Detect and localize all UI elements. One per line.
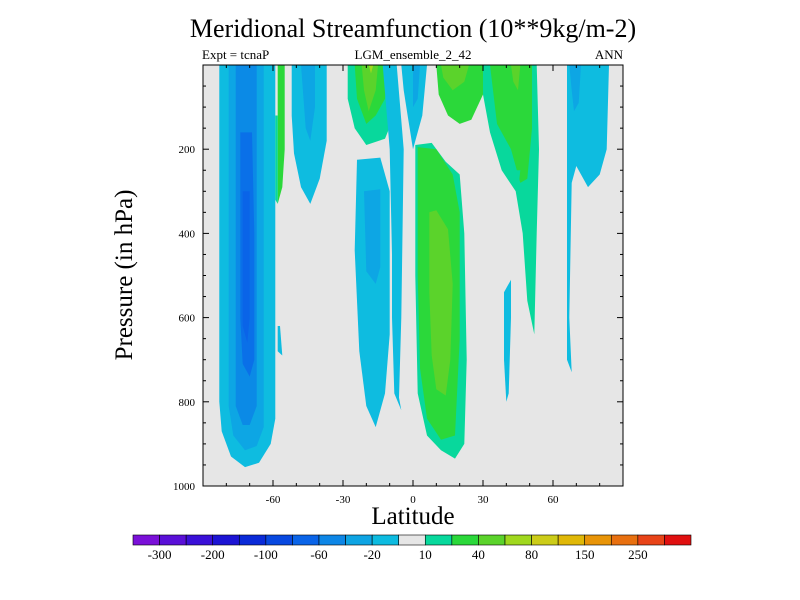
- colorbar-swatch: [159, 534, 187, 546]
- colorbar-swatch: [478, 534, 506, 546]
- colorbar-label: 40: [472, 547, 485, 562]
- contour-north-band: [490, 65, 532, 183]
- colorbar-swatch: [238, 534, 267, 546]
- y-tick-label: 200: [179, 144, 196, 156]
- colorbar-label: 10: [419, 547, 432, 562]
- colorbar-swatch: [531, 534, 559, 546]
- y-tick-label: 600: [179, 313, 196, 325]
- contour-equatorial-blue: [401, 65, 427, 150]
- colorbar-swatch: [610, 534, 639, 546]
- contour-north-band: [511, 65, 521, 91]
- right-label: ANN: [594, 47, 623, 62]
- y-tick-label: 1000: [173, 481, 196, 493]
- x-tick-label: 30: [478, 494, 490, 506]
- y-axis: 200 400 600 800 1000: [173, 64, 623, 493]
- contour-upper-north-green: [441, 65, 469, 91]
- contour-equatorial-blue: [413, 65, 420, 108]
- contour-mid-cell: [301, 65, 315, 141]
- colorbar-swatch: [371, 534, 400, 546]
- colorbar-swatch: [318, 534, 346, 546]
- x-tick-label: -30: [336, 494, 351, 506]
- contour-polar-cell: [569, 65, 581, 112]
- colorbar-swatch: [504, 534, 532, 546]
- contour-thin-green-band: [277, 65, 285, 204]
- x-tick-label: 0: [410, 494, 416, 506]
- contour-lower-southern-cell: [364, 189, 381, 284]
- colorbar-label: -300: [148, 547, 172, 562]
- colorbar-swatch: [132, 534, 160, 546]
- colorbar-label: 80: [525, 547, 538, 562]
- colorbar-label: -20: [363, 547, 380, 562]
- center-label: LGM_ensemble_2_42: [354, 47, 472, 62]
- colorbar-swatch: [557, 534, 586, 546]
- colorbar-label: 250: [628, 547, 648, 562]
- colorbar-swatch: [451, 534, 479, 546]
- x-tick-label: -60: [266, 494, 281, 506]
- colorbar: -300 -200 -100 -60 -20 10 40 80 150 250: [132, 534, 692, 562]
- colorbar-swatch: [398, 534, 426, 546]
- contour-upper-ferrel: [368, 65, 374, 74]
- colorbar-swatch: [424, 534, 453, 546]
- colorbar-swatch: [292, 534, 320, 546]
- x-axis-label: Latitude: [371, 503, 455, 530]
- contour-regions: [219, 65, 609, 468]
- contour-lower-southern-cell: [354, 157, 390, 428]
- chart-title: Meridional Streamfunction (10**9kg/m-2): [189, 14, 637, 43]
- colorbar-label: -60: [310, 547, 327, 562]
- contour-thin-green-band: [275, 115, 278, 204]
- colorbar-swatch: [345, 534, 373, 546]
- y-tick-label: 400: [179, 228, 196, 240]
- colorbar-swatch: [265, 534, 293, 546]
- contour-southern-cell: [277, 326, 283, 356]
- x-tick-label: 60: [548, 494, 560, 506]
- colorbar-label: -100: [254, 547, 278, 562]
- contour-north-blue: [504, 279, 511, 402]
- left-label: Expt = tcnaP: [202, 47, 270, 62]
- contour-equatorial-blue: [382, 65, 404, 411]
- contour-northern-hadley: [429, 210, 453, 396]
- contour-upper-ferrel: [361, 65, 378, 112]
- contour-north-band: [513, 170, 521, 192]
- colorbar-label: -200: [201, 547, 225, 562]
- y-tick-label: 800: [179, 397, 196, 409]
- contour-southern-cell: [242, 191, 250, 343]
- contour-polar-cell: [567, 65, 609, 373]
- x-axis: -60 -30 0 30 60: [202, 65, 624, 506]
- colorbar-swatch: [637, 534, 665, 546]
- colorbar-swatch: [584, 534, 612, 546]
- colorbar-swatch: [185, 534, 214, 546]
- colorbar-swatch: [664, 534, 692, 546]
- colorbar-label: 150: [575, 547, 595, 562]
- colorbar-swatch: [212, 534, 240, 546]
